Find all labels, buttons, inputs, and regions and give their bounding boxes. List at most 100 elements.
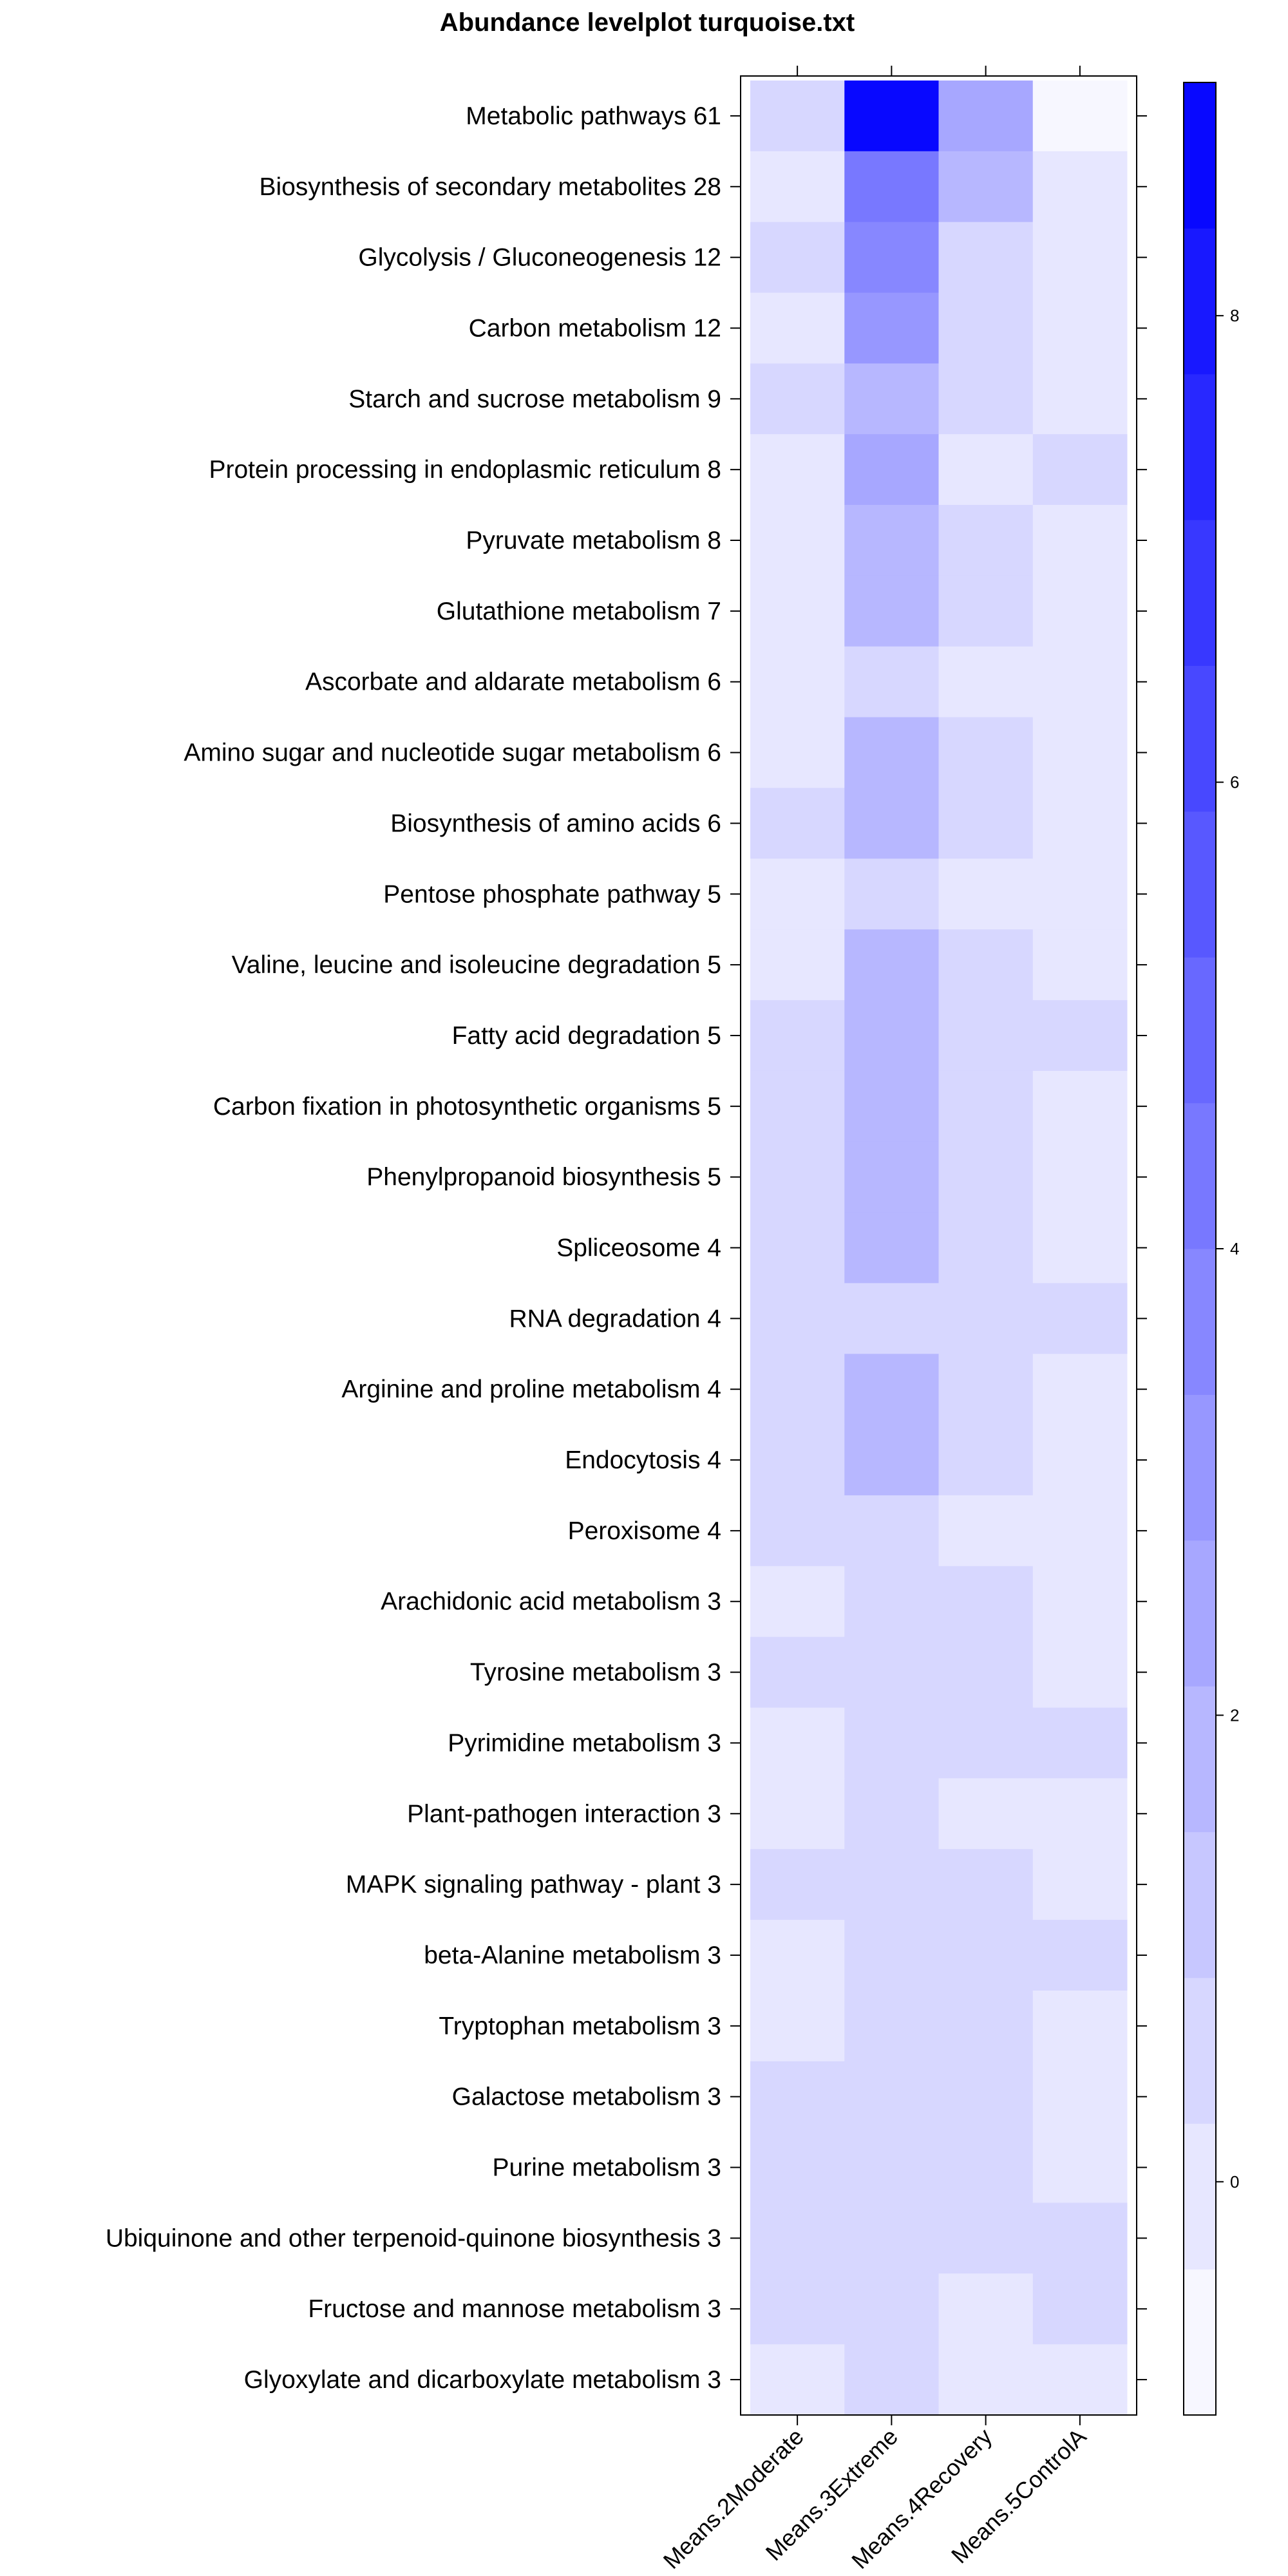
heatmap-cell [750,1141,845,1213]
row-label: Galactose metabolism 3 [452,2083,721,2111]
heatmap-cell [938,1070,1034,1142]
color-key-label: 2 [1230,1705,1239,1725]
heatmap-cell [938,1707,1034,1779]
row-label: Fatty acid degradation 5 [452,1022,721,1050]
heatmap-cell [844,1778,939,1850]
heatmap-cell [750,717,845,788]
heatmap-cell [1032,1212,1128,1283]
heatmap-cell [750,1636,845,1709]
heatmap-cell [750,2202,845,2274]
row-label: Pyrimidine metabolism 3 [448,1729,721,1757]
heatmap-cell [938,80,1034,152]
heatmap-cell [1032,80,1128,152]
heatmap-cell [844,929,939,1001]
heatmap-cell [1032,646,1128,718]
row-label: Biosynthesis of secondary metabolites 28 [259,173,721,201]
heatmap-cell [844,2344,939,2416]
row-label: Glyoxylate and dicarboxylate metabolism … [244,2366,721,2394]
row-label: Endocytosis 4 [565,1446,721,1474]
heatmap-cell [938,1141,1034,1213]
heatmap-cell [844,222,939,294]
heatmap-cell [938,2132,1034,2203]
heatmap-cell [938,2273,1034,2345]
row-label: Metabolic pathways 61 [466,102,721,130]
heatmap-cell [938,929,1034,1001]
row-label: Biosynthesis of amino acids 6 [390,810,721,837]
row-label: Pyruvate metabolism 8 [466,527,721,554]
axis-ticks [730,66,1147,2425]
row-label: Valine, leucine and isoleucine degradati… [232,951,721,979]
heatmap-cell [1032,151,1128,223]
heatmap-cell [750,80,845,152]
color-key-label: 8 [1230,306,1239,325]
heatmap-cell [750,2132,845,2203]
heatmap-cell [1032,858,1128,930]
heatmap-cell [1032,1636,1128,1709]
heatmap-cell [750,788,845,859]
column-labels: Means.2ModerateMeans.3ExtremeMeans.4Reco… [658,2423,1092,2574]
heatmap-cell [750,151,845,223]
color-key-segment [1184,2269,1216,2416]
heatmap-cell [938,646,1034,718]
heatmap-cell [1032,2132,1128,2203]
color-key-segment [1184,811,1216,958]
heatmap-cell [750,858,845,930]
row-label: RNA degradation 4 [509,1305,721,1332]
heatmap-cell [844,2132,939,2203]
heatmap-cell [844,1707,939,1779]
heatmap-cell [844,505,939,576]
heatmap-cell [1032,1354,1128,1425]
heatmap-cell [844,1920,939,1991]
heatmap-cell [844,434,939,506]
heatmap-cell [750,1849,845,1920]
row-label: Plant-pathogen interaction 3 [407,1800,721,1828]
heatmap-cell [750,929,845,1001]
heatmap-cell [844,858,939,930]
heatmap-cell [1032,1070,1128,1142]
color-key-segment [1184,374,1216,520]
heatmap-cell [1032,222,1128,294]
color-key-segment [1184,665,1216,812]
heatmap-cell [938,363,1034,435]
heatmap-cell [750,1707,845,1779]
color-key-label: 0 [1230,2172,1239,2192]
heatmap-cell [750,1566,845,1638]
heatmap-cell [750,434,845,506]
heatmap-cell [844,1636,939,1709]
heatmap-cell [938,151,1034,223]
heatmap-cell [938,1000,1034,1072]
row-label: Spliceosome 4 [556,1235,721,1262]
heatmap-cell [938,1778,1034,1850]
row-label: Tryptophan metabolism 3 [439,2012,721,2040]
heatmap-cell [938,2061,1034,2133]
color-key: 0 2 4 6 8 [1184,82,1239,2416]
heatmap-cell [1032,2273,1128,2345]
heatmap-cell [1032,717,1128,788]
heatmap-cell [938,505,1034,576]
row-label: Pentose phosphate pathway 5 [383,880,721,908]
color-key-segment [1184,1249,1216,1395]
heatmap-cell [938,788,1034,859]
heatmap-cell [750,1778,845,1850]
heatmap-cell [1032,1141,1128,1213]
heatmap-cell [844,1070,939,1142]
heatmap-cell [938,1495,1034,1567]
heatmap-cell [750,2344,845,2416]
heatmap-cell [938,2344,1034,2416]
heatmap-cell [844,1495,939,1567]
heatmap-cell [938,1212,1034,1283]
heatmap-cell [1032,363,1128,435]
heatmap-cell [938,858,1034,930]
heatmap-cell [844,1283,939,1354]
color-key-segment [1184,1832,1216,1978]
color-key-segment [1184,1394,1216,1541]
heatmap-cell [844,2273,939,2345]
color-key-segment [1184,1977,1216,2124]
row-label: Glycolysis / Gluconeogenesis 12 [358,244,721,272]
heatmap-cell [1032,1495,1128,1567]
row-label: Arginine and proline metabolism 4 [341,1376,721,1403]
heatmap-cell [750,505,845,576]
heatmap-cell [1032,1000,1128,1072]
heatmap-cell [1032,788,1128,859]
heatmap-cell [938,1566,1034,1638]
